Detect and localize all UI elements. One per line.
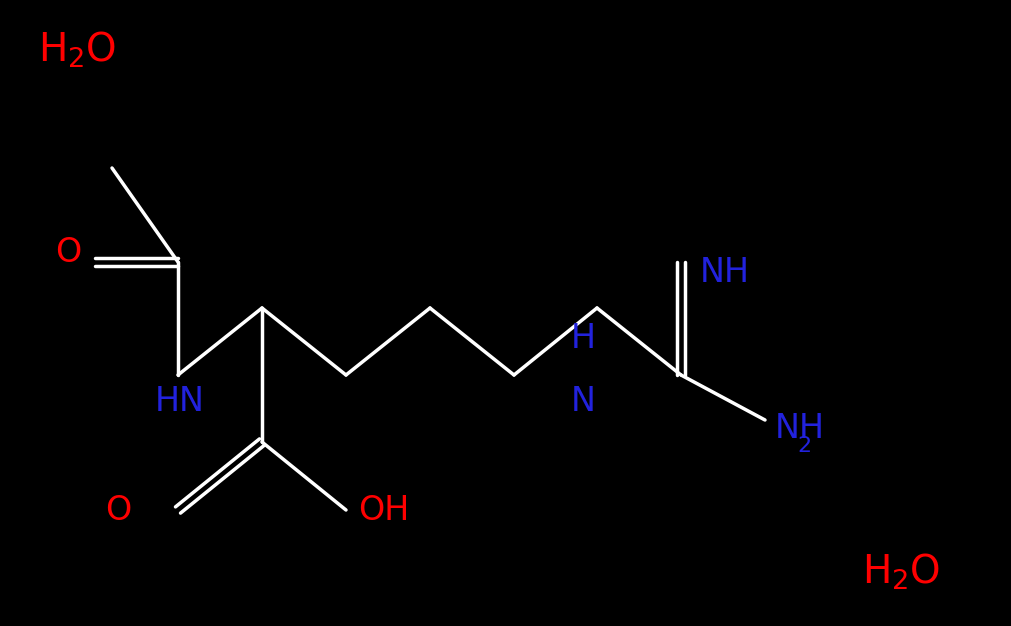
Text: $\mathregular{H_2O}$: $\mathregular{H_2O}$ (861, 552, 939, 592)
Text: N: N (570, 385, 594, 418)
Text: HN: HN (155, 385, 205, 418)
Text: NH: NH (774, 411, 824, 444)
Text: O: O (105, 493, 131, 526)
Text: H: H (570, 322, 594, 355)
Text: O: O (55, 235, 81, 269)
Text: NH: NH (700, 255, 749, 289)
Text: 2: 2 (797, 436, 811, 456)
Text: $\mathregular{H_2O}$: $\mathregular{H_2O}$ (38, 30, 116, 70)
Text: OH: OH (358, 493, 408, 526)
